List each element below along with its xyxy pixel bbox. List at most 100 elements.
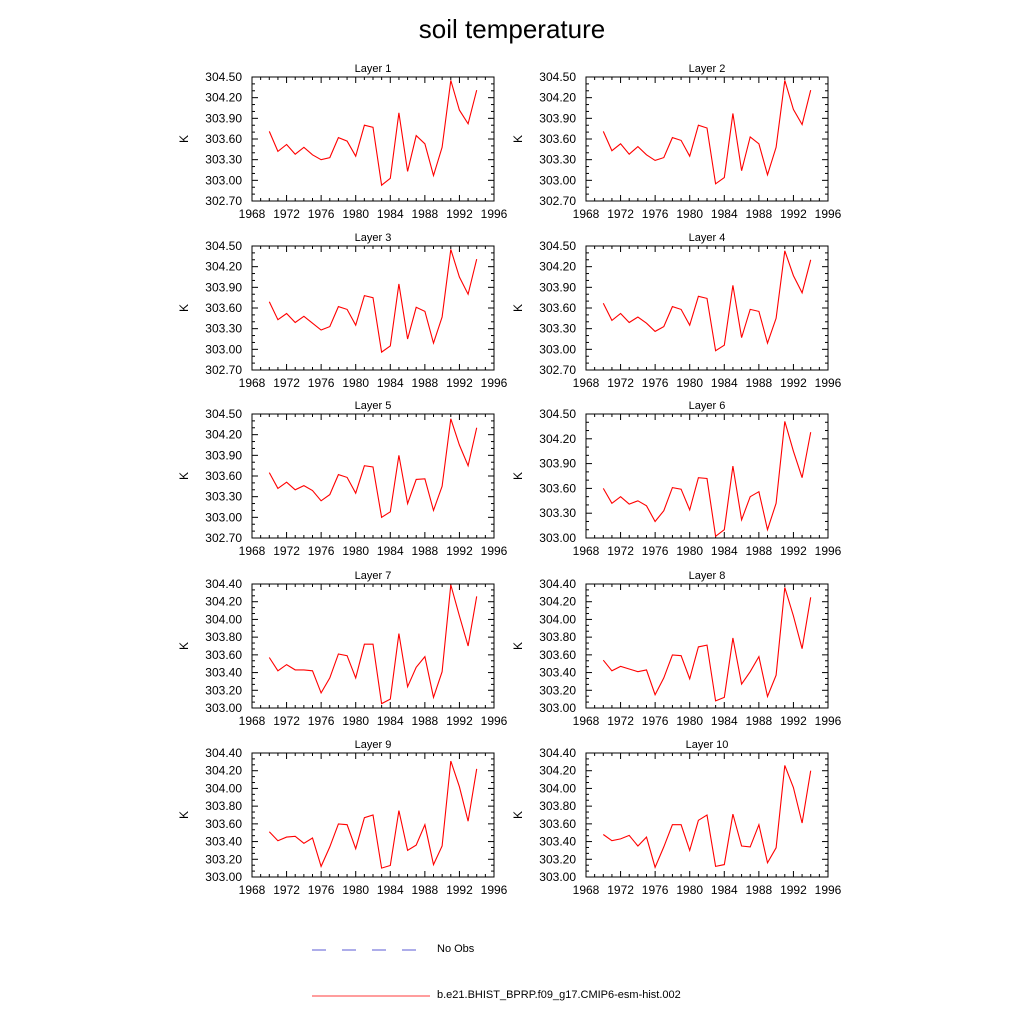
y-tick-label: 304.50 [539,70,576,84]
x-tick-label: 1988 [746,376,773,390]
panel-layer-4: Layer 4 1968 1972 1976 1980 1984 1988 1992 1996 3… [511,232,842,390]
x-tick-label: 1968 [239,883,266,897]
y-tick-label: 304.20 [205,91,242,105]
panel-layer-10: Layer 10 1968 1972 1976 1980 1984 1988 1992 1996… [511,739,842,897]
x-tick-label: 1992 [780,714,807,728]
y-tick-label: 303.80 [539,630,576,644]
y-tick-label: 303.40 [205,666,242,680]
y-tick-label: 302.70 [205,531,242,545]
x-tick-label: 1976 [642,714,669,728]
plot-frame [251,245,495,371]
y-tick-label: 303.30 [539,322,576,336]
x-tick-label: 1996 [815,714,842,728]
y-tick-label: 303.90 [539,111,576,125]
x-tick-label: 1972 [273,714,300,728]
x-tick-label: 1976 [308,207,335,221]
x-tick-label: 1980 [342,714,369,728]
x-tick-label: 1984 [377,207,404,221]
x-tick-label: 1968 [239,714,266,728]
x-tick-label: 1984 [711,883,738,897]
legend-label-model: b.e21.BHIST_BPRP.f09_g17.CMIP6-esm-hist.… [437,989,681,1001]
panel-title: Layer 10 [686,739,729,751]
y-tick-label: 304.50 [205,70,242,84]
y-tick-label: 304.20 [539,432,576,446]
x-tick-label: 1980 [342,544,369,558]
y-tick-label: 303.00 [539,342,576,356]
y-tick-label: 304.20 [539,260,576,274]
y-tick-label: 302.70 [539,363,576,377]
y-tick-label: 303.30 [539,506,576,520]
y-axis-label: K [177,135,191,143]
x-tick-label: 1972 [607,376,634,390]
x-tick-label: 1968 [239,207,266,221]
panel-title: Layer 3 [355,232,392,244]
x-tick-label: 1972 [273,544,300,558]
x-tick-label: 1988 [412,376,439,390]
x-tick-label: 1976 [642,207,669,221]
y-tick-label: 302.70 [205,194,242,208]
y-tick-label: 303.60 [205,301,242,315]
series-line [268,760,478,869]
y-tick-label: 303.00 [539,531,576,545]
y-tick-label: 304.00 [205,781,242,795]
x-tick-label: 1996 [815,376,842,390]
y-tick-label: 303.00 [539,701,576,715]
x-tick-label: 1996 [481,883,508,897]
plot-frame [251,413,495,539]
y-tick-label: 303.30 [205,153,242,167]
y-tick-label: 304.20 [539,91,576,105]
x-tick-label: 1988 [746,207,773,221]
x-tick-label: 1996 [481,714,508,728]
y-tick-label: 304.00 [205,612,242,626]
y-tick-label: 303.60 [539,301,576,315]
y-axis-label: K [511,304,525,312]
y-tick-label: 303.60 [205,817,242,831]
y-tick-label: 303.00 [205,173,242,187]
x-tick-label: 1992 [446,883,473,897]
y-tick-label: 303.80 [539,799,576,813]
series-line [602,765,812,869]
y-tick-label: 303.00 [539,870,576,884]
y-tick-label: 304.40 [539,746,576,760]
plot-frame [585,413,829,539]
x-tick-label: 1976 [308,376,335,390]
x-tick-label: 1984 [711,714,738,728]
y-tick-label: 304.20 [205,260,242,274]
y-tick-label: 303.40 [205,835,242,849]
y-tick-label: 303.00 [205,342,242,356]
y-tick-label: 303.60 [539,817,576,831]
x-tick-label: 1972 [607,207,634,221]
panel-layer-3: Layer 3 1968 1972 1976 1980 1984 1988 1992 1996 3… [177,232,508,390]
y-tick-label: 304.00 [539,612,576,626]
y-tick-label: 303.60 [539,648,576,662]
panel-layer-2: Layer 2 1968 1972 1976 1980 1984 1988 1992 1996 3… [511,63,842,221]
x-tick-label: 1984 [711,544,738,558]
panel-layer-1: Layer 1 1968 1972 1976 1980 1984 1988 1992 1996 3… [177,63,508,221]
series-line [268,249,478,354]
x-tick-label: 1988 [746,714,773,728]
panel-layer-5: Layer 5 1968 1972 1976 1980 1984 1988 1992 1996 3… [177,400,508,558]
y-tick-label: 303.90 [539,280,576,294]
y-tick-label: 304.20 [205,764,242,778]
x-tick-label: 1968 [573,376,600,390]
x-tick-label: 1992 [446,544,473,558]
x-tick-label: 1984 [377,544,404,558]
y-tick-label: 304.20 [539,595,576,609]
y-tick-label: 303.80 [205,630,242,644]
y-axis-label: K [177,472,191,480]
y-tick-label: 303.90 [205,448,242,462]
x-tick-label: 1984 [711,207,738,221]
y-tick-label: 304.50 [205,239,242,253]
x-tick-label: 1972 [273,376,300,390]
series-line [268,418,478,519]
y-tick-label: 304.50 [205,407,242,421]
x-tick-label: 1968 [573,544,600,558]
x-tick-label: 1984 [377,714,404,728]
y-tick-label: 304.50 [539,239,576,253]
x-tick-label: 1988 [412,544,439,558]
series-line [602,587,812,702]
x-tick-label: 1980 [676,714,703,728]
x-tick-label: 1976 [642,544,669,558]
x-tick-label: 1984 [377,376,404,390]
